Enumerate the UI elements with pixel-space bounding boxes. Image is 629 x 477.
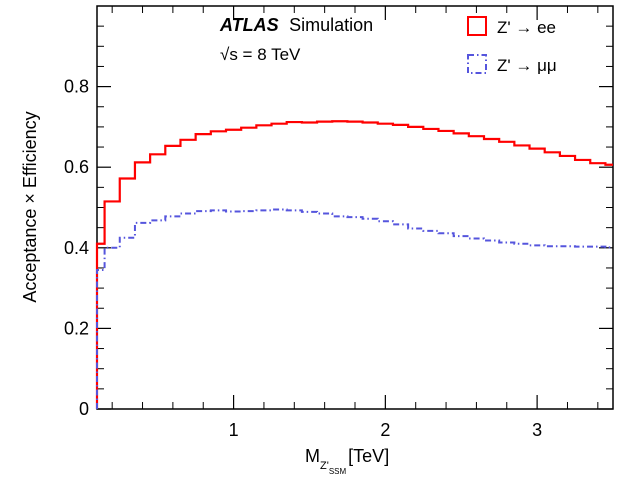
y-tick-label: 0.4: [64, 238, 89, 258]
x-tick-label: 3: [532, 420, 542, 440]
legend-label-ee: Z' → ee: [497, 18, 556, 37]
y-axis-title: Acceptance × Efficiency: [20, 111, 40, 302]
energy-label: √s = 8 TeV: [220, 45, 301, 64]
series-ee-line: [95, 120, 613, 409]
x-tick-label: 1: [229, 420, 239, 440]
experiment-suffix: Simulation: [289, 15, 373, 35]
legend-swatch-ee: [467, 16, 487, 36]
legend-swatch-mumu: [467, 54, 487, 74]
y-tick-label: 0: [79, 399, 89, 419]
experiment-label: ATLAS Simulation: [219, 15, 373, 35]
x-axis-title-sub: Z': [320, 460, 329, 472]
y-tick-label: 0.6: [64, 157, 89, 177]
series-mumu-line: [96, 208, 613, 409]
x-axis-title-unit: [TeV]: [348, 446, 389, 466]
series-group: [95, 120, 613, 409]
x-axis-title-subsub: SSM: [329, 467, 347, 476]
y-tick-label: 0.2: [64, 318, 89, 338]
x-axis-title: MZ'SSM[TeV]: [305, 446, 389, 476]
legend-label-mumu: Z' → μμ: [497, 56, 557, 75]
x-axis-title-main: M: [305, 446, 320, 466]
experiment-name: ATLAS: [219, 15, 279, 35]
y-tick-label: 0.8: [64, 77, 89, 97]
x-tick-label: 2: [380, 420, 390, 440]
axis-ticks: 1 2 3 0 0.2 0.4 0.6 0.8: [64, 6, 613, 440]
legend: Z' → ee Z' → μμ: [467, 16, 557, 75]
